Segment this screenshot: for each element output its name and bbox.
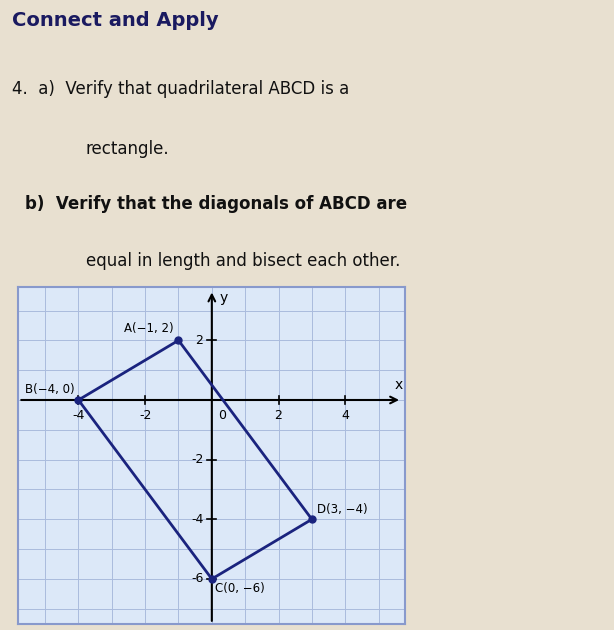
Text: -2: -2: [191, 453, 203, 466]
Text: D(3, −4): D(3, −4): [317, 503, 368, 517]
Text: -4: -4: [191, 513, 203, 526]
Text: x: x: [394, 377, 403, 392]
Text: Connect and Apply: Connect and Apply: [12, 11, 219, 30]
Text: y: y: [219, 291, 227, 305]
Text: 2: 2: [196, 334, 203, 347]
Text: 2: 2: [274, 409, 282, 422]
Text: 4.  a)  Verify that quadrilateral ABCD is a: 4. a) Verify that quadrilateral ABCD is …: [12, 80, 349, 98]
Text: A(−1, 2): A(−1, 2): [124, 322, 174, 335]
Text: 0: 0: [218, 409, 226, 422]
Text: rectangle.: rectangle.: [86, 140, 169, 159]
Text: 4: 4: [341, 409, 349, 422]
Text: -6: -6: [191, 573, 203, 585]
Text: b)  Verify that the diagonals of ABCD are: b) Verify that the diagonals of ABCD are: [25, 195, 406, 213]
Text: C(0, −6): C(0, −6): [215, 582, 265, 595]
Text: equal in length and bisect each other.: equal in length and bisect each other.: [86, 252, 400, 270]
Text: -4: -4: [72, 409, 85, 422]
Text: B(−4, 0): B(−4, 0): [26, 382, 75, 396]
Text: -2: -2: [139, 409, 151, 422]
